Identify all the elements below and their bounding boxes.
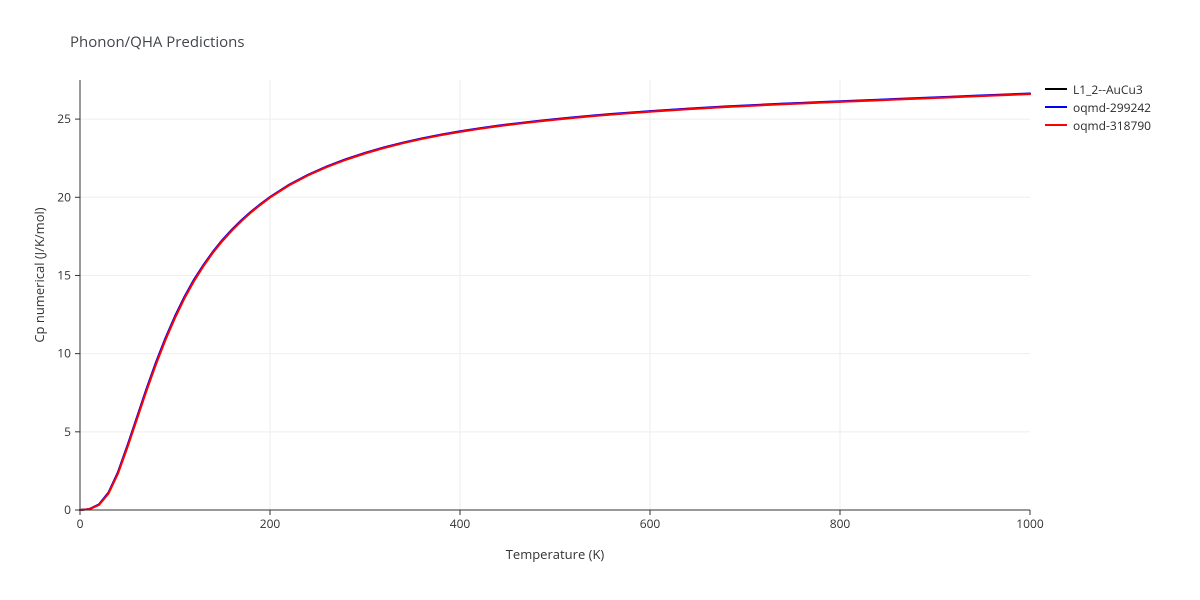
svg-text:25: 25	[57, 110, 71, 127]
legend-label: L1_2--AuCu3	[1073, 81, 1143, 98]
svg-text:10: 10	[57, 345, 71, 362]
legend-label: oqmd-318790	[1073, 117, 1151, 134]
legend-item[interactable]: L1_2--AuCu3	[1045, 80, 1151, 98]
x-axis-label: Temperature (K)	[495, 545, 615, 563]
legend-swatch	[1045, 106, 1067, 108]
gridlines	[80, 80, 1030, 510]
svg-text:5: 5	[64, 423, 71, 440]
svg-text:1000: 1000	[1016, 515, 1044, 532]
svg-text:400: 400	[450, 515, 471, 532]
svg-text:600: 600	[640, 515, 661, 532]
svg-text:15: 15	[57, 266, 71, 283]
svg-text:0: 0	[77, 515, 84, 532]
svg-text:0: 0	[64, 501, 71, 518]
series-line	[80, 94, 1030, 510]
y-axis-label: Cp numerical (J/K/mol)	[30, 175, 48, 375]
legend-item[interactable]: oqmd-299242	[1045, 98, 1151, 116]
legend-swatch	[1045, 88, 1067, 90]
svg-text:800: 800	[830, 515, 851, 532]
axis-frame	[80, 80, 1030, 510]
legend-label: oqmd-299242	[1073, 99, 1151, 116]
legend-item[interactable]: oqmd-318790	[1045, 116, 1151, 134]
x-ticks: 0 200 400 600 800 1000	[77, 510, 1044, 532]
y-ticks: 0 5 10 15 20 25	[57, 110, 80, 518]
svg-text:20: 20	[57, 188, 71, 205]
line-chart: 0 200 400 600 800 1000 0 5 10 15 20 25	[0, 0, 1200, 600]
chart-legend: L1_2--AuCu3oqmd-299242oqmd-318790	[1045, 80, 1151, 134]
series-line	[80, 93, 1030, 510]
series-line	[80, 94, 1030, 510]
chart-title: Phonon/QHA Predictions	[70, 32, 245, 52]
svg-text:200: 200	[260, 515, 281, 532]
legend-swatch	[1045, 124, 1067, 126]
